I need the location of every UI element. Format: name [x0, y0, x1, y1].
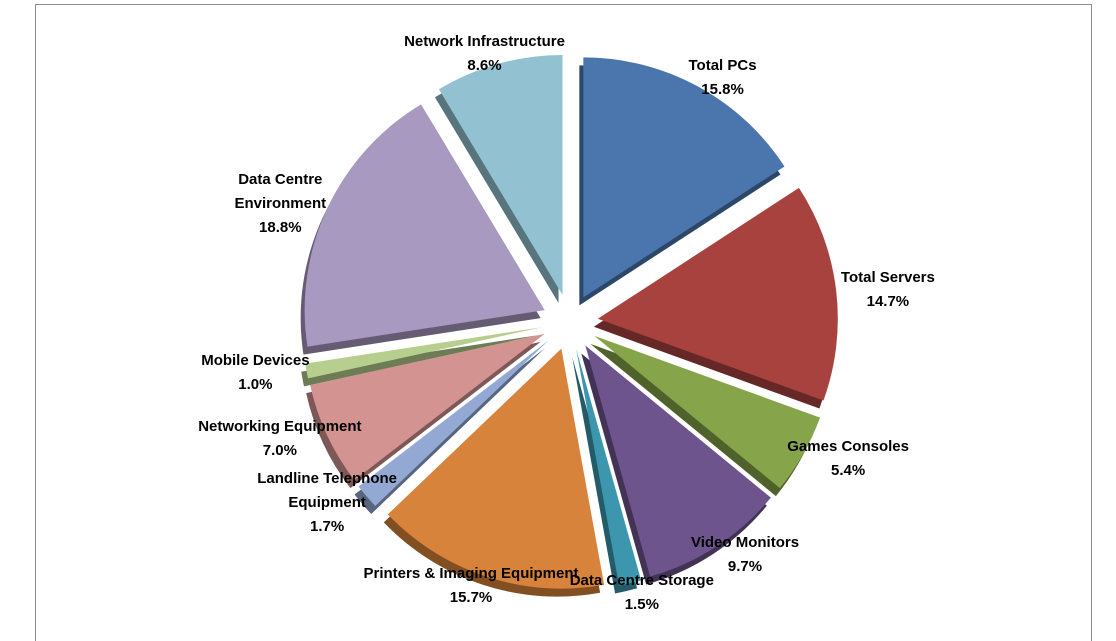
- category-label: Total Servers: [840, 269, 935, 287]
- pie-slice: [358, 340, 549, 507]
- category-label: Total PCs: [688, 56, 757, 74]
- pie-slice: [576, 349, 642, 586]
- category-label: Networking Equipment: [198, 418, 362, 436]
- category-label: Mobile Devices: [201, 351, 310, 369]
- value-label: 15.7%: [449, 589, 493, 607]
- value-label: 15.8%: [701, 80, 744, 98]
- data-label: Video Monitors 9.7%: [691, 531, 799, 579]
- value-label: 1.0%: [238, 375, 273, 393]
- value-label: 5.4%: [831, 462, 866, 480]
- pie-slice: [594, 335, 820, 489]
- chart-frame: [35, 4, 1092, 641]
- pie-slice-side: [301, 335, 539, 387]
- value-label: 1.5%: [624, 595, 659, 613]
- category-label: Games Consoles: [787, 438, 909, 456]
- data-label: Data Centre Storage 1.5%: [570, 569, 714, 617]
- category-label: Data Centre Storage: [569, 571, 714, 589]
- category-label: Printers & Imaging Equipment: [363, 565, 579, 583]
- value-label: 14.7%: [866, 293, 910, 311]
- pie-slice: [310, 333, 545, 481]
- value-label: 9.7%: [727, 557, 763, 575]
- pie-slice: [305, 327, 543, 379]
- data-label: Printers & Imaging Equipment 15.7%: [364, 562, 579, 610]
- pie-slice: [585, 345, 771, 577]
- pie-slice: [597, 187, 838, 401]
- category-label: Landline Telephone Equipment: [257, 470, 397, 512]
- pie-slice: [304, 104, 545, 347]
- value-label: 8.6%: [467, 57, 502, 75]
- pie-slice: [387, 348, 605, 589]
- data-label: Data Centre Environment 18.8%: [194, 168, 366, 240]
- data-label: Total PCs 15.8%: [688, 54, 756, 102]
- pie-slice: [438, 55, 563, 296]
- data-label: Games Consoles 5.4%: [787, 435, 909, 483]
- pie-slice: [583, 57, 785, 298]
- data-label: Landline Telephone Equipment 1.7%: [241, 467, 413, 539]
- data-label: Mobile Devices 1.0%: [201, 349, 309, 397]
- data-label: Networking Equipment 7.0%: [198, 415, 361, 463]
- value-label: 7.0%: [262, 442, 297, 460]
- category-label: Network Infrastructure: [404, 33, 565, 51]
- value-label: 18.8%: [259, 218, 302, 236]
- category-label: Data Centre Environment: [234, 170, 327, 212]
- category-label: Video Monitors: [690, 533, 800, 551]
- data-label: Network Infrastructure 8.6%: [404, 30, 565, 78]
- value-label: 1.7%: [310, 518, 345, 536]
- data-label: Total Servers 14.7%: [841, 266, 935, 314]
